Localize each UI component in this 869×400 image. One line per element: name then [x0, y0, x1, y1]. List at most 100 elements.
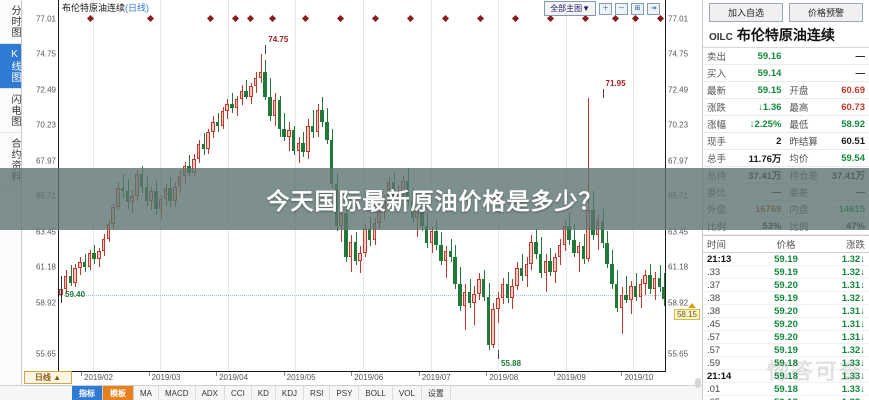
indicator-button-KD[interactable]: KD	[252, 386, 276, 400]
chart-scroll-handle[interactable]	[695, 378, 701, 388]
indicator-button-VOL[interactable]: VOL	[393, 386, 422, 400]
scroll-end-icon[interactable]: ⇥	[647, 2, 660, 15]
quote-value: 59.15	[744, 81, 786, 99]
candlestick	[291, 0, 297, 371]
candlestick	[638, 0, 644, 371]
toolbar-tab-模板[interactable]: 模板	[103, 386, 134, 400]
quote-action-buttons[interactable]: 加入自选 价格预警	[703, 0, 869, 24]
candlestick	[576, 0, 582, 371]
tick-price: 59.20	[774, 331, 798, 343]
candle-body	[239, 91, 244, 99]
tick-row[interactable]: .38 59.19 1.32↓	[703, 292, 869, 305]
indicator-button-KDJ[interactable]: KDJ	[276, 386, 305, 400]
price-annotation: 74.75	[268, 35, 289, 45]
chart-toolbar[interactable]: 全部主图▼ ＋ － ⊞ ⇥	[544, 1, 660, 16]
tick-row[interactable]: .37 59.20 1.31↓	[703, 279, 869, 292]
tick-row[interactable]: .33 59.19 1.32↓	[703, 266, 869, 279]
period-selector-button[interactable]: 日线 ▲	[24, 371, 72, 384]
candle-wick	[578, 241, 580, 272]
tick-row[interactable]: .0559.181.33↓	[703, 396, 869, 400]
candlestick	[287, 0, 292, 371]
quote-row: 最新 59.15 开盘 60.69	[703, 81, 869, 99]
candle-body	[567, 226, 571, 241]
tick-list[interactable]: 21:13 59.19 1.32↓ .33 59.19 1.32↓ .37 59.20 1.31…	[703, 253, 869, 400]
candle-wick	[621, 287, 623, 335]
candle-body	[68, 276, 73, 283]
candle-wick	[464, 284, 466, 330]
tick-time: 21:13	[707, 253, 732, 265]
tick-row[interactable]: .57 59.20 1.31↓	[703, 331, 869, 344]
candlestick	[477, 0, 482, 371]
tick-time: .38	[707, 292, 721, 304]
quote-value: 58.92	[827, 115, 869, 133]
zoom-out-icon[interactable]: －	[615, 2, 628, 15]
candle-body	[605, 243, 609, 264]
tick-row[interactable]: .57 59.19 1.32↓	[703, 344, 869, 357]
candle-wick	[289, 122, 290, 151]
tick-row[interactable]: .38 59.20 1.31↓	[703, 305, 869, 318]
quote-label: 现手	[703, 132, 745, 150]
candlestick	[78, 0, 83, 371]
quote-label: 最低	[785, 115, 828, 133]
indicator-toolbar[interactable]: 指标 模板 MA MACD ADX CCI KD KDJ RSI PSY BOLL VOL 设置	[0, 385, 702, 400]
candlestick	[282, 0, 287, 371]
candle-body	[434, 230, 438, 245]
grid-icon[interactable]: ⊞	[631, 2, 644, 15]
event-marker-icon	[611, 14, 620, 23]
tick-change: 1.31↓	[841, 279, 865, 291]
indicator-button-设置[interactable]: 设置	[422, 386, 451, 400]
indicator-button-CCI[interactable]: CCI	[225, 386, 252, 400]
candlestick	[458, 0, 463, 371]
tick-row[interactable]: .01 59.18 1.33↓	[703, 383, 869, 396]
indicator-button-BOLL[interactable]: BOLL	[359, 386, 393, 400]
tick-row[interactable]: 21:13 59.19 1.32↓	[703, 253, 869, 266]
indicator-button-RSI[interactable]: RSI	[304, 386, 331, 400]
toolbar-filler	[451, 386, 702, 400]
main-indicator-select[interactable]: 全部主图▼	[544, 1, 596, 16]
tick-row[interactable]: .59 59.18 1.33↓	[703, 357, 869, 370]
candlestick	[662, 0, 665, 371]
tick-row[interactable]: .45 59.20 1.31↓	[703, 318, 869, 331]
toolbar-tab-指标[interactable]: 指标	[72, 386, 103, 400]
sidebar-item-kline[interactable]: K线图	[0, 44, 21, 89]
candle-body	[310, 125, 315, 132]
candle-body	[543, 260, 548, 274]
indicator-button-MACD[interactable]: MACD	[159, 386, 196, 400]
price-tick-label: 55.65	[35, 349, 56, 359]
quote-row: 买入 59.14 —	[703, 64, 869, 82]
candlestick	[239, 0, 245, 371]
quote-row: 涨跌 ↓1.36 最高 60.73	[703, 98, 869, 116]
candlestick	[619, 0, 625, 371]
candle-body	[353, 241, 358, 261]
candlestick	[253, 0, 259, 371]
candle-body	[92, 252, 96, 259]
candlestick	[230, 0, 235, 371]
candle-body	[272, 100, 277, 117]
candle-body	[325, 122, 329, 140]
candle-body	[481, 279, 486, 297]
sidebar-item-timeshare[interactable]: 分时图	[0, 0, 21, 44]
price-alert-button[interactable]: 价格预警	[789, 3, 863, 22]
candle-body	[467, 291, 472, 303]
candlestick	[206, 0, 211, 371]
add-to-watchlist-button[interactable]: 加入自选	[709, 3, 783, 22]
candlestick	[486, 0, 492, 371]
chart-period-text: (日线)	[125, 3, 150, 13]
tick-price: 59.19	[774, 344, 798, 356]
candlestick	[424, 0, 430, 371]
event-marker-icon	[246, 14, 255, 23]
tick-price: 59.18	[774, 370, 798, 382]
sidebar-item-lightning[interactable]: 闪电图	[0, 89, 21, 133]
candlestick	[225, 0, 230, 371]
indicator-button-MA[interactable]: MA	[134, 386, 159, 400]
indicator-button-ADX[interactable]: ADX	[196, 386, 226, 400]
indicator-button-PSY[interactable]: PSY	[330, 386, 360, 400]
tick-change: 1.32↓	[841, 344, 865, 356]
zoom-in-icon[interactable]: ＋	[599, 2, 612, 15]
quote-label: 涨跌	[703, 98, 745, 116]
candlestick	[491, 0, 496, 371]
tick-row[interactable]: 21:14 59.18 1.33↓	[703, 370, 869, 383]
candle-body	[291, 130, 296, 151]
candle-body	[424, 226, 429, 244]
candlestick	[68, 0, 74, 371]
